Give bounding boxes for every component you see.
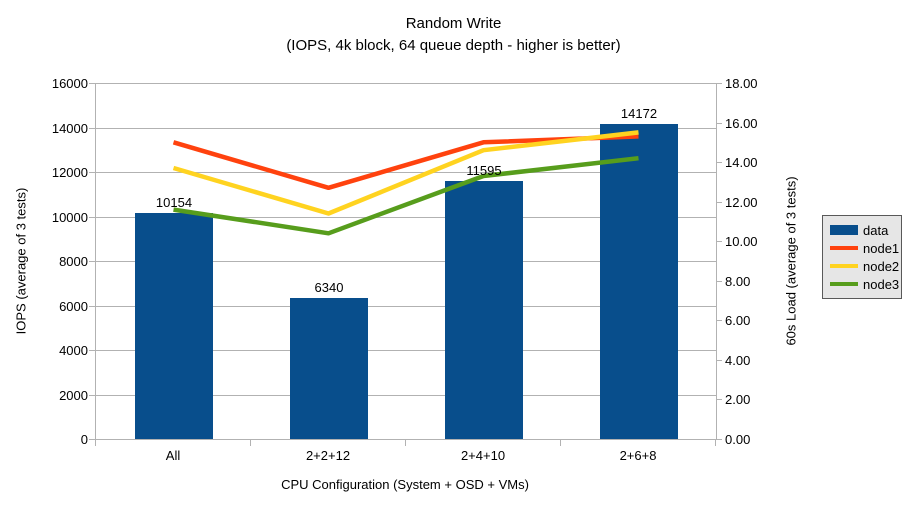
tick-label: 2000 <box>59 388 88 403</box>
axis-tick <box>716 320 722 321</box>
bar <box>600 124 678 439</box>
legend-item: data <box>830 221 901 239</box>
tick-label: 16.00 <box>725 116 758 131</box>
axis-tick <box>716 202 722 203</box>
tick-label: 14000 <box>51 121 88 136</box>
gridline <box>96 306 716 307</box>
bar-value-label: 10154 <box>155 195 193 210</box>
legend-bar-swatch <box>830 225 858 235</box>
axis-tick <box>89 439 95 440</box>
axis-tick <box>716 439 722 440</box>
legend-item-label: node1 <box>863 240 900 256</box>
gridline <box>96 395 716 396</box>
axis-tick <box>89 172 95 173</box>
legend-item: node1 <box>830 239 901 257</box>
bar-value-label: 14172 <box>620 106 658 121</box>
tick-label: 10000 <box>51 210 88 225</box>
axis-tick <box>716 399 722 400</box>
legend-line-swatch <box>830 282 858 286</box>
right-axis-title: 60s Load (average of 3 tests) <box>783 176 799 346</box>
x-axis-title: CPU Configuration (System + OSD + VMs) <box>281 477 529 492</box>
axis-tick <box>716 360 722 361</box>
gridline <box>96 83 716 84</box>
tick-label: 0.00 <box>725 432 751 447</box>
bar <box>135 213 213 439</box>
tick-label: 8.00 <box>725 274 751 289</box>
plot-area: 10154 6340 11595 14172 <box>95 83 717 440</box>
line-node3 <box>173 155 639 236</box>
axis-tick <box>250 440 251 446</box>
category-label: 2+6+8 <box>619 448 657 463</box>
axis-tick <box>716 123 722 124</box>
chart-subtitle: (IOPS, 4k block, 64 queue depth - higher… <box>286 37 621 54</box>
tick-label: 12000 <box>51 165 88 180</box>
gridline <box>96 172 716 173</box>
gridline <box>96 128 716 129</box>
tick-label: 0 <box>80 432 88 447</box>
gridline <box>96 217 716 218</box>
axis-tick <box>560 440 561 446</box>
axis-tick <box>716 162 722 163</box>
gridline <box>96 261 716 262</box>
bar-value-label: 11595 <box>466 163 502 178</box>
axis-tick <box>89 83 95 84</box>
legend-item-label: node3 <box>863 276 900 292</box>
axis-tick <box>89 217 95 218</box>
axis-tick <box>89 350 95 351</box>
tick-label: 6000 <box>59 299 88 314</box>
legend-line-swatch <box>830 264 858 268</box>
line-node2 <box>172 130 639 216</box>
axis-tick <box>89 306 95 307</box>
tick-label: 8000 <box>59 254 88 269</box>
category-label: 2+4+10 <box>460 448 506 463</box>
axis-tick <box>716 281 722 282</box>
axis-tick <box>716 83 722 84</box>
legend-item-label: node2 <box>863 258 900 274</box>
legend-line-swatch <box>830 246 858 250</box>
legend-item: node3 <box>830 275 901 293</box>
tick-label: 4000 <box>59 343 88 358</box>
chart-title: Random Write <box>405 15 502 32</box>
bar <box>290 298 368 439</box>
tick-label: 4.00 <box>725 353 751 368</box>
axis-tick <box>89 395 95 396</box>
tick-label: 18.00 <box>725 76 758 91</box>
axis-tick <box>89 261 95 262</box>
axis-tick <box>405 440 406 446</box>
tick-label: 6.00 <box>725 313 751 328</box>
bar-value-label: 6340 <box>314 280 344 295</box>
legend-item-label: data <box>863 222 889 238</box>
bar <box>445 181 523 439</box>
category-label: 2+2+12 <box>305 448 351 463</box>
tick-label: 10.00 <box>725 234 758 249</box>
legend: data node1 node2 node3 <box>822 215 902 299</box>
axis-tick <box>715 440 716 446</box>
tick-label: 14.00 <box>725 155 758 170</box>
gridline <box>96 350 716 351</box>
legend-item: node2 <box>830 257 901 275</box>
line-layer <box>172 130 639 236</box>
tick-label: 16000 <box>51 76 88 91</box>
axis-tick <box>89 128 95 129</box>
category-label: All <box>165 448 181 463</box>
left-axis-title: IOPS (average of 3 tests) <box>13 187 29 335</box>
tick-label: 12.00 <box>725 195 758 210</box>
axis-tick <box>95 440 96 446</box>
tick-label: 2.00 <box>725 392 751 407</box>
axis-tick <box>716 241 722 242</box>
